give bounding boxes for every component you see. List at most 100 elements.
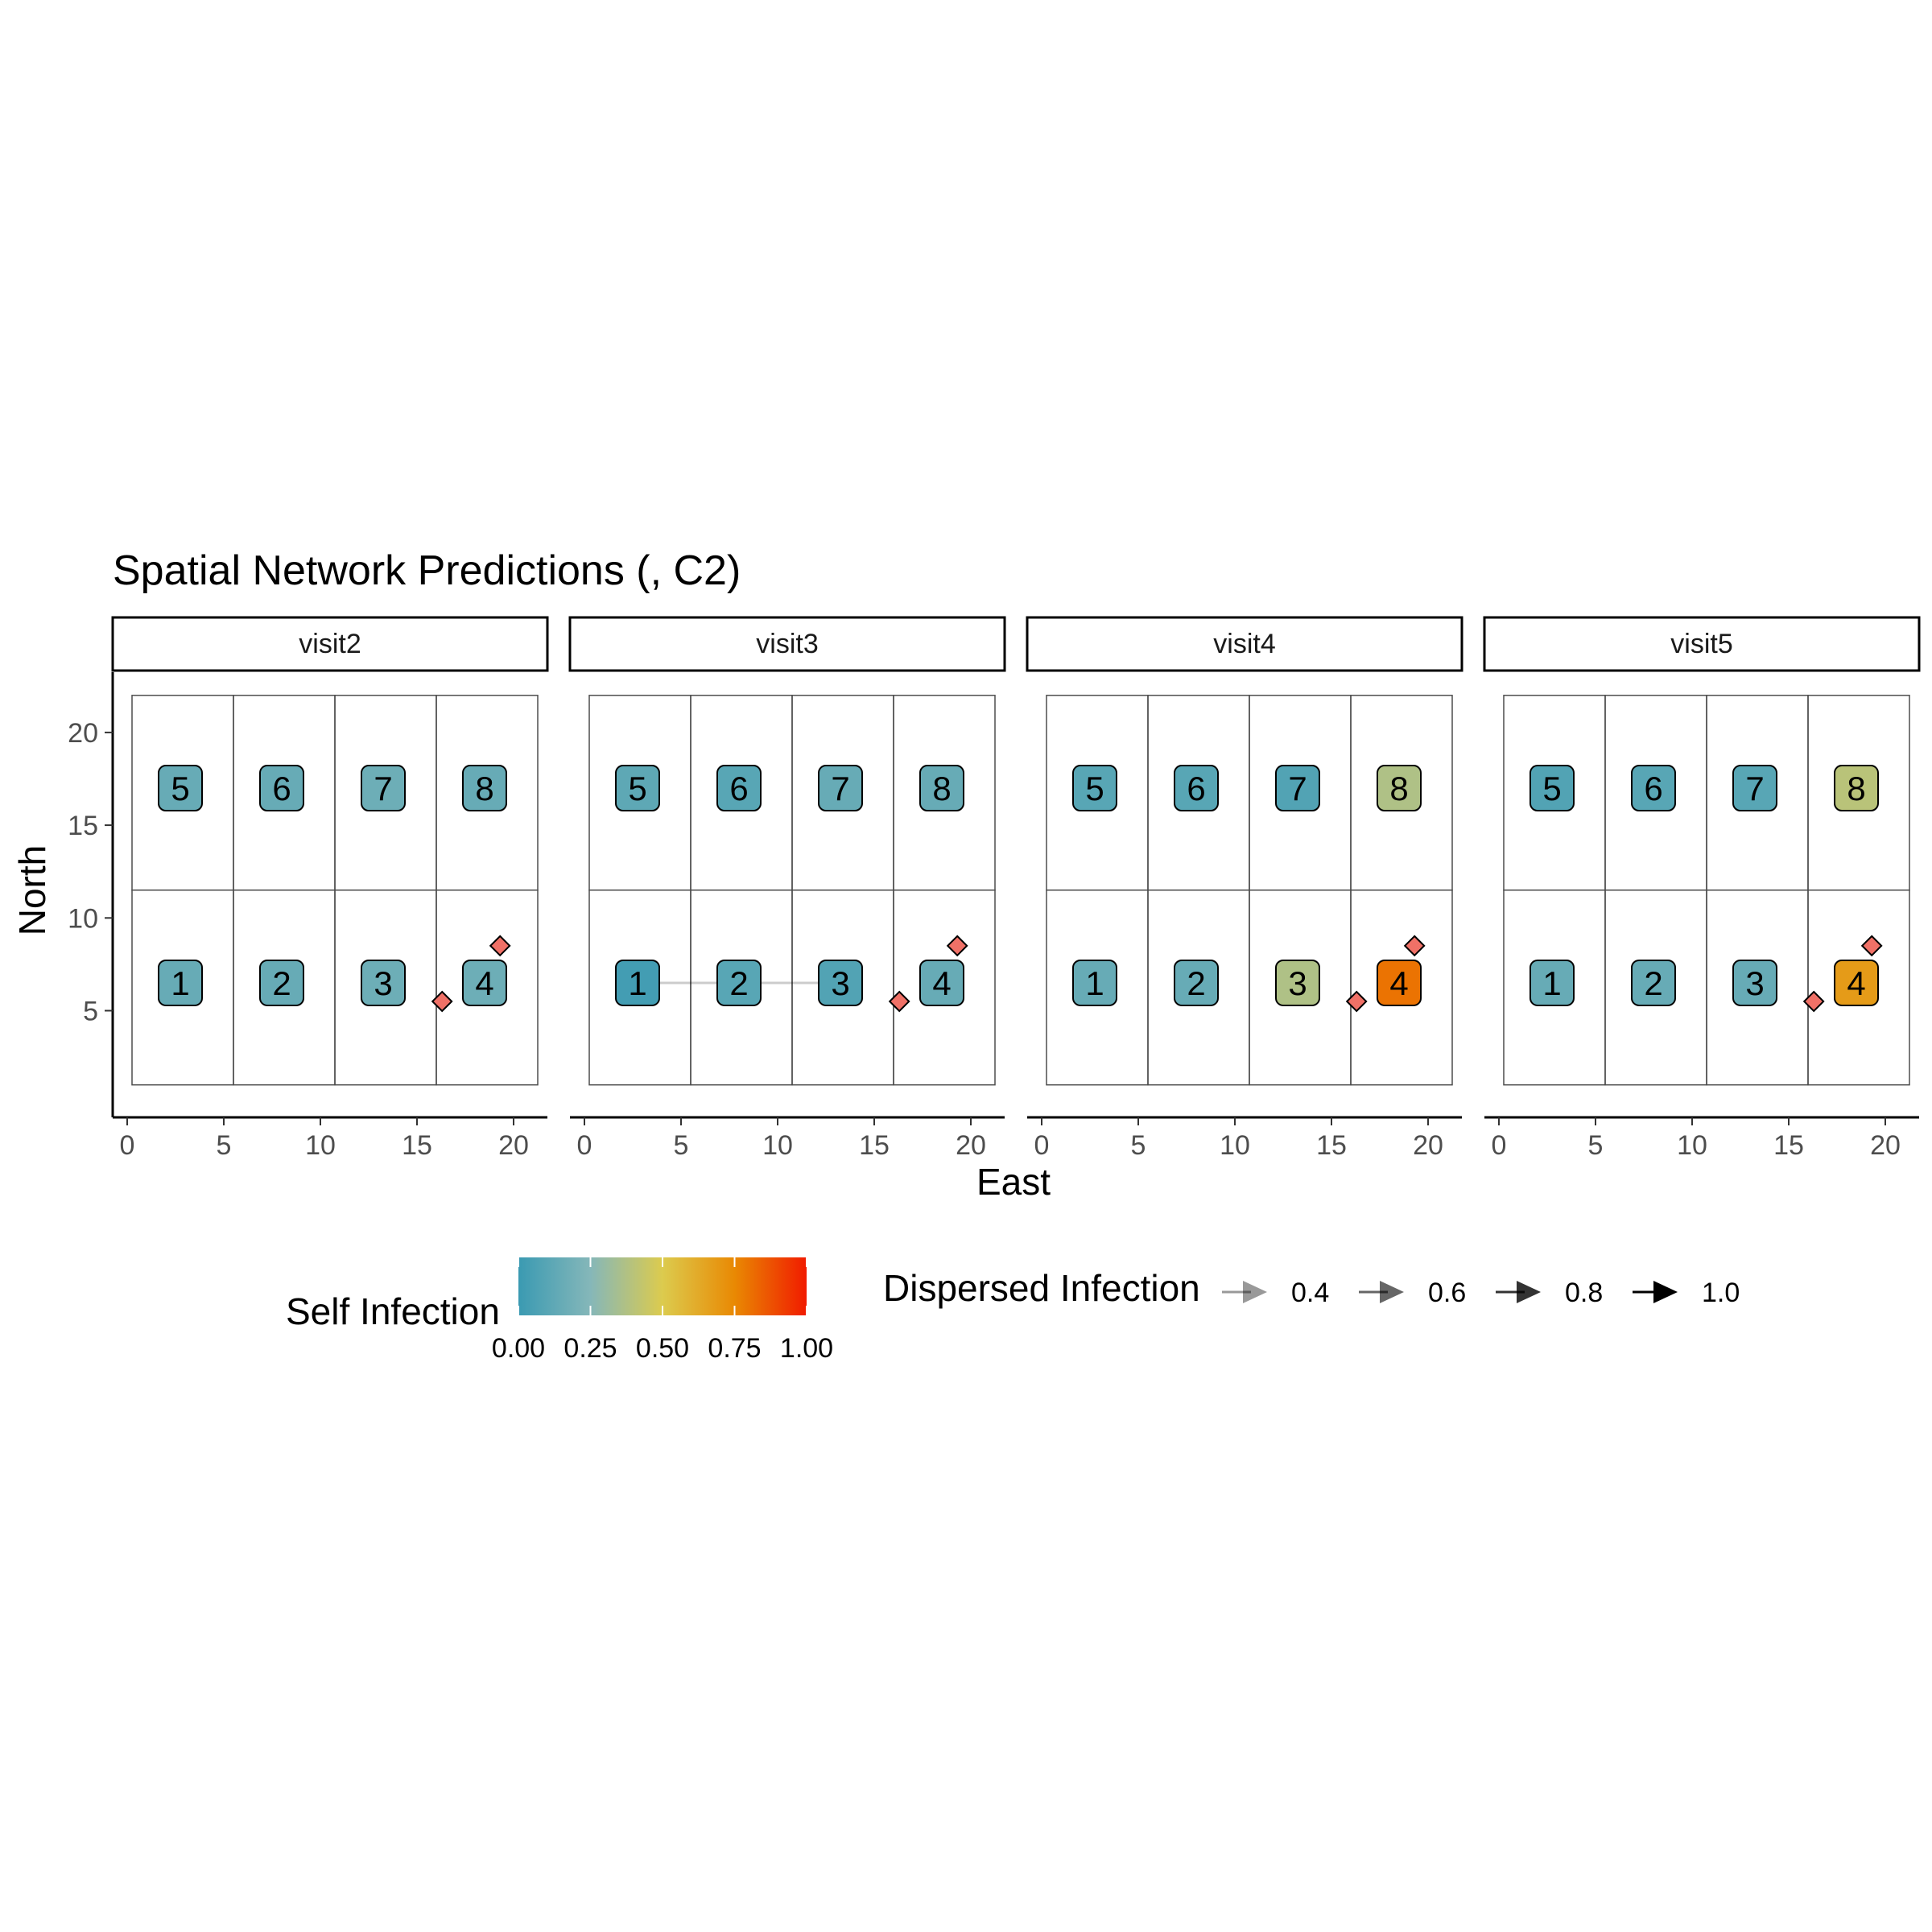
plot-label-box: [361, 959, 406, 1006]
colorbar-tick-label: 0.00: [492, 1333, 545, 1364]
plot-label-box: [462, 765, 507, 812]
plot-label-box: [1072, 765, 1117, 812]
plot-label-box: [716, 959, 762, 1006]
sampler-marker-2: [1860, 935, 1883, 957]
plot-label-5: 5: [158, 765, 203, 812]
plot-label-box: [1275, 765, 1320, 812]
x-tick-label: 0: [1492, 1130, 1507, 1161]
plot-boundary-8: [1807, 695, 1910, 891]
x-tick-label: 15: [1773, 1130, 1804, 1161]
y-tick-label: 10: [68, 903, 98, 934]
plot-label-1: 1: [1530, 959, 1575, 1006]
plot-label-box: [158, 765, 203, 812]
sampler-marker-2: [946, 935, 968, 957]
plot-label-7: 7: [1275, 765, 1320, 812]
x-tick-label: 10: [762, 1130, 793, 1161]
facet-strip: [568, 616, 1006, 672]
dispersed-infection-legend: Dispersed Infection 0.4 0.6 0.8 1.0: [883, 1267, 1740, 1309]
y-tick-label: 20: [68, 718, 98, 749]
chart-title: Spatial Network Predictions (, C2): [113, 547, 741, 594]
plot-label-box: [259, 765, 304, 812]
sampler-marker-1: [431, 990, 453, 1013]
arrow-legend-label: 0.4: [1291, 1278, 1329, 1308]
facet-visit2: visit2 5 10 15 20 0 5 10 15 20 1 2 3 4 5 6 7 8: [68, 616, 549, 1161]
plot-label-box: [259, 959, 304, 1006]
plot-boundary-8: [1350, 695, 1453, 891]
plot-label-6: 6: [1631, 765, 1676, 812]
arrow-legend-key-0.8: 0.8: [1496, 1278, 1603, 1308]
plot-label-text: 1: [1542, 964, 1561, 1002]
arrow-legend-head: [1517, 1281, 1541, 1303]
arrow-legend-key-0.4: 0.4: [1222, 1278, 1329, 1308]
plot-label-text: 4: [1389, 964, 1408, 1002]
plot-label-box: [1732, 765, 1777, 812]
plot-label-text: 3: [374, 964, 392, 1002]
plot-label-box: [1377, 959, 1422, 1006]
plot-label-box: [1174, 765, 1219, 812]
colorbar-tick-label: 0.25: [564, 1333, 617, 1364]
plot-boundary-8: [436, 695, 539, 891]
plot-label-6: 6: [1174, 765, 1219, 812]
arrow-legend-head: [1653, 1281, 1678, 1303]
arrow-legend-key-1.0: 1.0: [1633, 1278, 1740, 1308]
x-tick-label: 15: [1316, 1130, 1347, 1161]
plot-label-box: [919, 959, 964, 1006]
plot-label-6: 6: [259, 765, 304, 812]
self-infection-legend-title: Self Infection: [286, 1290, 500, 1332]
x-axis-label: East: [976, 1161, 1051, 1203]
plot-label-5: 5: [615, 765, 660, 812]
plot-label-1: 1: [158, 959, 203, 1006]
plot-label-2: 2: [259, 959, 304, 1006]
plot-label-text: 7: [374, 770, 392, 807]
arrow-legend-label: 1.0: [1702, 1278, 1740, 1308]
plot-label-text: 2: [1187, 964, 1205, 1002]
sampler-marker-2: [489, 935, 511, 957]
plot-label-text: 7: [1745, 770, 1764, 807]
x-tick-label: 20: [956, 1130, 986, 1161]
plot-label-box: [1631, 959, 1676, 1006]
colorbar-tick-label: 1.00: [780, 1333, 833, 1364]
plot-label-5: 5: [1072, 765, 1117, 812]
plot-label-text: 2: [1644, 964, 1662, 1002]
facet-strip-label: visit4: [1213, 629, 1275, 659]
x-tick-label: 0: [120, 1130, 135, 1161]
plot-label-text: 8: [932, 770, 951, 807]
x-tick-label: 20: [1870, 1130, 1901, 1161]
plot-label-box: [462, 959, 507, 1006]
facet-strip: [1026, 616, 1463, 672]
plot-label-2: 2: [1174, 959, 1219, 1006]
x-tick-label: 15: [859, 1130, 890, 1161]
dispersed-infection-legend-title: Dispersed Infection: [883, 1267, 1200, 1309]
sampler-marker-2: [1403, 935, 1426, 957]
plot-label-8: 8: [1834, 765, 1879, 812]
plot-label-text: 4: [932, 964, 951, 1002]
arrow-legend-label: 0.6: [1428, 1278, 1466, 1308]
plot-label-box: [818, 959, 863, 1006]
plot-label-box: [1530, 765, 1575, 812]
plot-label-box: [1631, 765, 1676, 812]
plot-label-text: 6: [1187, 770, 1205, 807]
plot-label-box: [1834, 765, 1879, 812]
x-tick-label: 10: [305, 1130, 336, 1161]
facet-visit3: visit3 0 5 10 15 20 1 2 3 4 5 6 7 8: [568, 616, 1006, 1161]
plot-label-8: 8: [462, 765, 507, 812]
plot-label-text: 8: [475, 770, 493, 807]
plot-label-box: [1530, 959, 1575, 1006]
plot-label-3: 3: [1732, 959, 1777, 1006]
plot-label-box: [716, 765, 762, 812]
plot-label-6: 6: [716, 765, 762, 812]
x-tick-label: 15: [402, 1130, 432, 1161]
plot-label-3: 3: [361, 959, 406, 1006]
plot-label-1: 1: [615, 959, 660, 1006]
facet-strip: [111, 616, 549, 672]
x-tick-label: 20: [498, 1130, 529, 1161]
plot-label-text: 4: [1847, 964, 1865, 1002]
plot-label-8: 8: [1377, 765, 1422, 812]
plot-label-text: 5: [171, 770, 189, 807]
plot-label-3: 3: [818, 959, 863, 1006]
sampler-marker-1: [1345, 990, 1368, 1013]
plot-label-8: 8: [919, 765, 964, 812]
self-infection-legend: Self Infection 0.00 0.25 0.50 0.75 1.00: [286, 1257, 833, 1364]
plot-label-box: [1174, 959, 1219, 1006]
plot-label-text: 2: [729, 964, 748, 1002]
